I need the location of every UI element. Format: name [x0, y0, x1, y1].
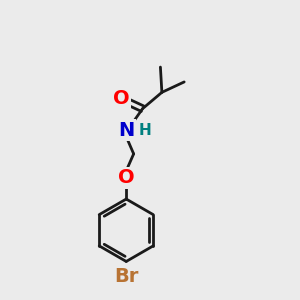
Text: O: O	[118, 168, 134, 187]
Text: N: N	[118, 121, 134, 140]
Text: O: O	[113, 89, 130, 108]
Text: Br: Br	[114, 267, 138, 286]
Text: H: H	[138, 123, 151, 138]
